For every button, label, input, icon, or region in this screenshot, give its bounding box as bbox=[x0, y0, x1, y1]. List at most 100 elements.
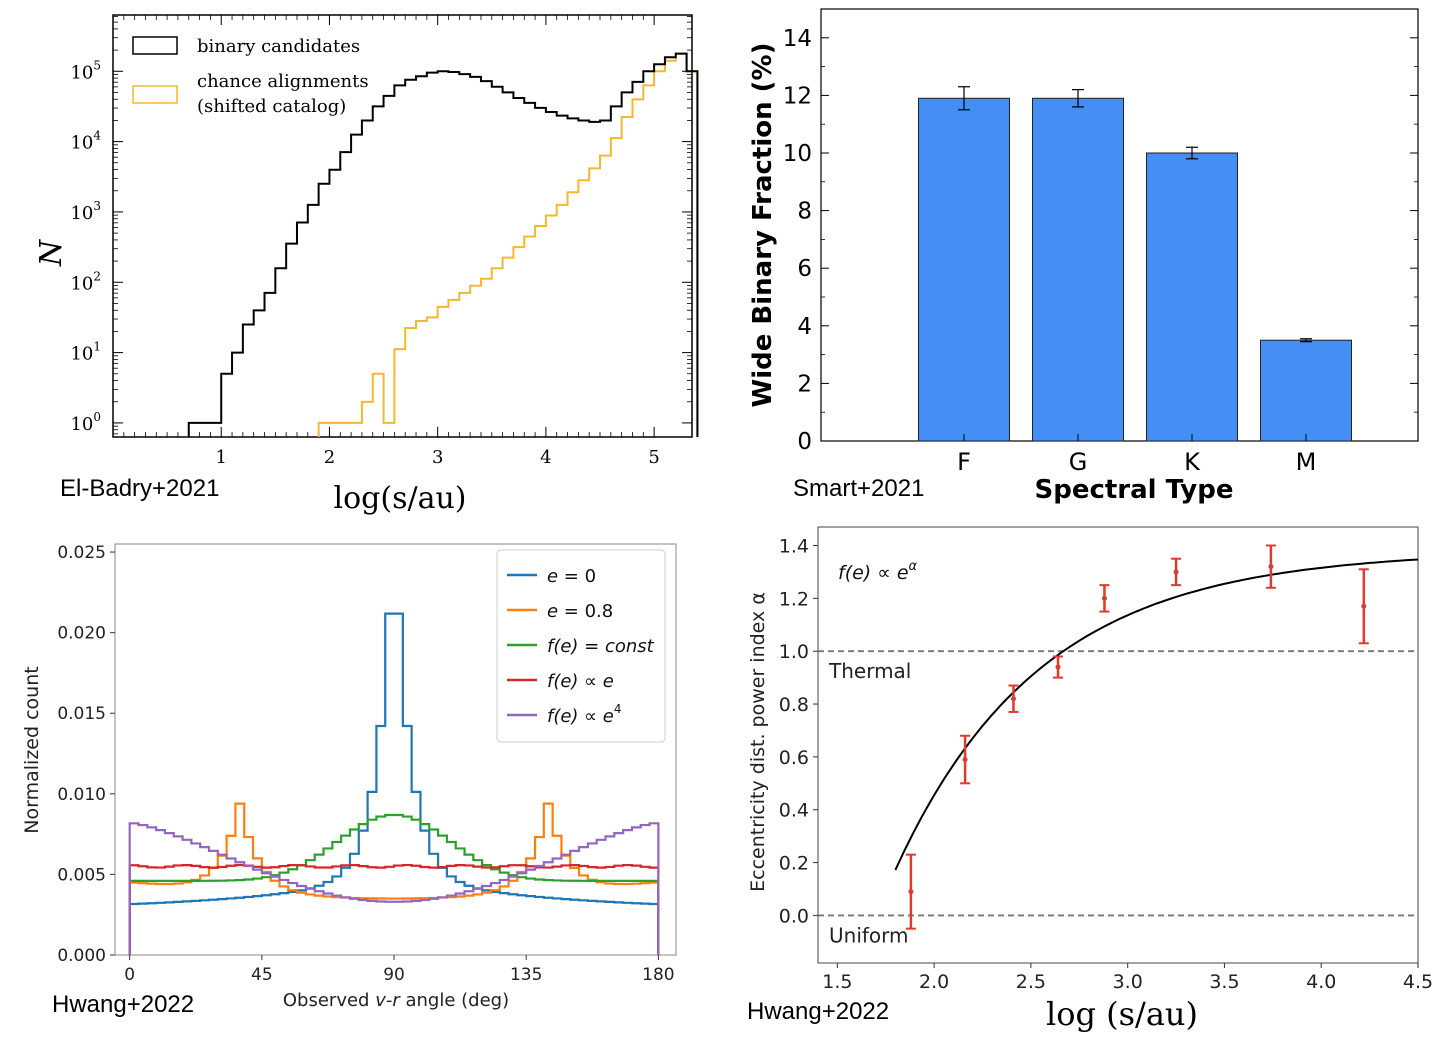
reference-label-uniform: Uniform bbox=[829, 923, 909, 947]
x-tick-label: 2.5 bbox=[1016, 971, 1046, 993]
data-point bbox=[1055, 664, 1061, 670]
x-tick-label: G bbox=[1069, 448, 1088, 476]
x-tick-label: 45 bbox=[251, 965, 273, 985]
x-tick-label: 4.5 bbox=[1403, 971, 1433, 993]
y-axis-label: Eccentricity dist. power index α bbox=[747, 592, 769, 892]
smart-panel: F G K M 0 2 4 6 8 10 12 14 Spectral Type Wide Binary … bbox=[724, 0, 1448, 522]
smart-chart: F G K M 0 2 4 6 8 10 12 14 Spectral Type Wide Binary … bbox=[748, 8, 1419, 505]
legend-label-chance-sub: (shifted catalog) bbox=[197, 96, 346, 117]
x-tick-label: 3.5 bbox=[1209, 971, 1239, 993]
hwang-alpha-panel: 1.5 2.0 2.5 3.0 3.5 4.0 4.5 0.0 0.2 0.4 0.6 0.8 1.0 1… bbox=[724, 522, 1448, 1044]
histogram-quartic bbox=[128, 822, 660, 955]
y-tick-label: 8 bbox=[797, 199, 812, 225]
y-tick-label: 0.8 bbox=[779, 694, 809, 716]
plot-frame bbox=[112, 14, 693, 438]
x-tick-label: 2.0 bbox=[919, 971, 949, 993]
y-tick-label: 0.020 bbox=[57, 624, 106, 644]
el-badry-chart: 1 2 3 4 5 100 101 102 103 104 105 binary candidates… bbox=[34, 14, 699, 516]
bar-M bbox=[1260, 339, 1352, 442]
legend-label-chance: chance alignments bbox=[197, 71, 369, 92]
credit-label: Hwang+2022 bbox=[52, 991, 194, 1018]
x-tick-label: K bbox=[1184, 448, 1201, 476]
bar-F bbox=[918, 97, 1010, 442]
credit-label: Smart+2021 bbox=[793, 475, 924, 502]
x-axis-label: log(s/au) bbox=[334, 481, 467, 516]
y-axis-label: Normalized count bbox=[21, 666, 43, 833]
x-tick-label: M bbox=[1296, 448, 1317, 476]
y-tick-label: 1.2 bbox=[779, 588, 809, 610]
data-point bbox=[1010, 696, 1016, 702]
plot-frame bbox=[114, 543, 677, 956]
data-point bbox=[962, 757, 968, 763]
y-tick-label: 100 bbox=[70, 410, 101, 435]
y-tick-label: 1.4 bbox=[779, 535, 809, 557]
x-tick-label: 0 bbox=[124, 965, 135, 985]
hwang-angle-panel: 0 45 90 135 180 0.000 0.005 0.010 0.015 0.020 0.02… bbox=[0, 522, 724, 1044]
el-badry-panel: 1 2 3 4 5 100 101 102 103 104 105 binary candidates… bbox=[0, 0, 724, 522]
y-tick-label: 0 bbox=[797, 429, 812, 455]
y-tick-label: 102 bbox=[70, 269, 101, 294]
y-tick-label: 4 bbox=[797, 314, 812, 340]
x-tick-label: 90 bbox=[383, 965, 405, 985]
legend-box bbox=[496, 549, 666, 743]
fit-curve bbox=[894, 558, 1419, 871]
hwang-angle-chart: 0 45 90 135 180 0.000 0.005 0.010 0.015 0.020 0.02… bbox=[21, 543, 677, 1018]
histogram-chance-alignments bbox=[317, 52, 699, 437]
x-tick-label: F bbox=[957, 448, 971, 476]
data-point bbox=[1173, 569, 1179, 575]
data-point bbox=[908, 889, 914, 895]
histogram-circular bbox=[128, 612, 660, 955]
legend-label: e = 0.8 bbox=[547, 601, 613, 622]
x-tick-label: 5 bbox=[648, 447, 659, 468]
y-tick-label: 0.005 bbox=[57, 865, 106, 885]
y-tick-label: 103 bbox=[70, 199, 101, 224]
legend-label: f(e) ∝ e bbox=[547, 671, 614, 692]
plot-frame bbox=[817, 526, 1419, 964]
y-tick-label: 10 bbox=[783, 141, 812, 167]
hwang-alpha-chart: 1.5 2.0 2.5 3.0 3.5 4.0 4.5 0.0 0.2 0.4 0.6 0.8 1.0 1… bbox=[747, 526, 1433, 1033]
y-tick-label: 14 bbox=[783, 26, 812, 52]
y-tick-label: 104 bbox=[70, 129, 101, 154]
y-tick-label: 0.000 bbox=[57, 946, 106, 966]
y-axis-label: N bbox=[34, 238, 69, 267]
y-tick-label: 0.015 bbox=[57, 704, 106, 724]
y-tick-label: 0.6 bbox=[779, 747, 809, 769]
y-tick-label: 0.010 bbox=[57, 785, 106, 805]
data-point bbox=[1268, 564, 1274, 570]
y-tick-label: 0.4 bbox=[779, 800, 809, 822]
x-axis-label: Observed v-r angle (deg) bbox=[283, 990, 509, 1011]
legend-swatch-chance bbox=[132, 85, 178, 104]
y-tick-label: 105 bbox=[70, 58, 101, 83]
legend-label: f(e) ∝ e4 bbox=[547, 702, 621, 727]
y-tick-label: 0.2 bbox=[779, 853, 809, 875]
y-tick-label: 12 bbox=[783, 83, 812, 109]
x-tick-label: 4.0 bbox=[1306, 971, 1336, 993]
y-tick-label: 1.0 bbox=[779, 641, 809, 663]
y-tick-label: 2 bbox=[797, 371, 812, 397]
legend-label: e = 0 bbox=[547, 566, 596, 587]
legend-label-binary: binary candidates bbox=[197, 36, 360, 57]
x-tick-label: 3 bbox=[432, 447, 443, 468]
histogram-linear bbox=[128, 863, 660, 955]
histogram-eccentric bbox=[128, 802, 660, 955]
x-tick-label: 180 bbox=[642, 965, 674, 985]
bar-G bbox=[1032, 97, 1124, 442]
x-tick-label: 2 bbox=[324, 447, 335, 468]
data-point bbox=[1361, 603, 1367, 609]
y-tick-label: 0.025 bbox=[57, 543, 106, 563]
credit-label: Hwang+2022 bbox=[747, 998, 889, 1025]
histogram-uniform bbox=[128, 813, 660, 955]
histogram-binary-candidates bbox=[187, 52, 699, 437]
x-tick-label: 3.0 bbox=[1113, 971, 1143, 993]
reference-label-thermal: Thermal bbox=[828, 659, 911, 683]
x-tick-label: 1.5 bbox=[822, 971, 852, 993]
x-tick-label: 135 bbox=[510, 965, 542, 985]
x-axis-label: Spectral Type bbox=[1035, 475, 1234, 505]
bar-K bbox=[1146, 152, 1238, 442]
legend-label: f(e) = const bbox=[547, 636, 655, 657]
y-axis-label: Wide Binary Fraction (%) bbox=[748, 43, 778, 408]
y-tick-label: 101 bbox=[70, 340, 101, 365]
y-tick-label: 6 bbox=[797, 256, 812, 282]
x-tick-label: 4 bbox=[540, 447, 551, 468]
x-tick-label: 1 bbox=[215, 447, 226, 468]
